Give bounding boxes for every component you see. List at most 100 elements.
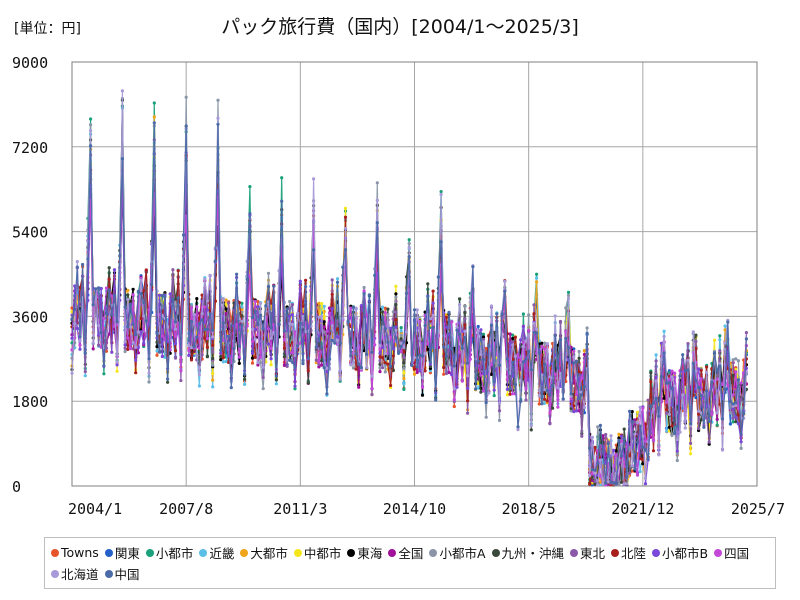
data-point — [386, 313, 390, 317]
data-point — [335, 280, 340, 284]
data-point — [566, 293, 571, 298]
data-point — [505, 357, 509, 361]
data-point — [155, 345, 159, 349]
data-point — [322, 304, 326, 308]
data-point — [288, 322, 292, 326]
data-point — [383, 361, 387, 365]
data-point — [558, 338, 563, 342]
data-point — [123, 343, 127, 347]
x-tick-label: 2007/8 — [159, 500, 213, 518]
data-point — [543, 362, 547, 366]
data-point — [572, 355, 576, 359]
data-point — [240, 305, 244, 309]
data-point — [139, 330, 143, 334]
data-point — [633, 432, 637, 436]
data-point — [484, 400, 488, 405]
data-point — [569, 397, 573, 401]
data-point — [118, 254, 122, 258]
data-point — [70, 306, 74, 310]
data-point — [723, 324, 727, 328]
data-point — [362, 285, 366, 290]
data-point — [588, 474, 592, 478]
data-point — [407, 255, 411, 259]
data-point — [269, 363, 273, 367]
data-point — [200, 318, 204, 322]
data-point — [673, 431, 677, 435]
data-point — [139, 316, 143, 320]
data-point — [489, 323, 494, 327]
data-point — [635, 410, 640, 414]
data-point — [142, 289, 146, 293]
legend-marker-icon — [199, 548, 208, 557]
data-point — [609, 434, 613, 438]
data-point — [643, 482, 648, 486]
data-point — [248, 185, 252, 189]
data-point — [710, 412, 714, 416]
data-point — [694, 339, 698, 344]
data-point — [508, 386, 512, 391]
data-point — [224, 302, 228, 307]
data-point — [134, 358, 138, 362]
data-point — [253, 327, 257, 331]
data-point — [447, 310, 451, 314]
data-point — [734, 367, 738, 372]
data-point — [484, 415, 488, 419]
data-point — [734, 415, 738, 419]
data-point — [97, 286, 101, 290]
data-point — [593, 479, 597, 483]
data-point — [689, 452, 693, 456]
data-point — [277, 322, 281, 326]
data-point — [511, 392, 515, 396]
data-point — [598, 482, 603, 487]
data-point — [731, 358, 735, 362]
data-point — [731, 402, 735, 406]
data-point — [720, 382, 725, 387]
data-point — [519, 358, 523, 362]
y-tick-label: 7200 — [12, 139, 48, 157]
data-point — [574, 409, 579, 413]
data-point — [147, 380, 151, 384]
data-point — [155, 353, 159, 357]
data-point — [203, 277, 207, 281]
data-point — [503, 279, 507, 284]
data-point — [296, 344, 300, 348]
data-point — [296, 311, 300, 315]
data-point — [107, 288, 111, 292]
data-point — [394, 336, 398, 340]
data-point — [373, 343, 377, 347]
data-point — [171, 268, 175, 272]
data-point — [426, 347, 430, 351]
data-point — [107, 315, 111, 319]
data-point — [282, 355, 286, 359]
data-point — [723, 387, 727, 391]
data-point — [370, 350, 374, 354]
data-point — [285, 307, 289, 311]
data-point — [123, 346, 127, 350]
data-point — [718, 362, 722, 366]
data-point — [402, 366, 406, 370]
legend-label: 大都市 — [250, 546, 288, 561]
data-point — [181, 233, 186, 237]
data-point — [381, 310, 385, 314]
data-point — [256, 322, 260, 326]
data-point — [487, 391, 491, 395]
data-point — [524, 339, 528, 343]
data-point — [211, 385, 215, 389]
data-point — [598, 458, 603, 462]
legend-item: 北陸 — [611, 542, 646, 563]
data-point — [383, 352, 387, 356]
data-point — [293, 330, 297, 334]
data-point — [378, 366, 382, 370]
data-point — [497, 363, 502, 367]
data-point — [481, 340, 486, 344]
data-point — [407, 241, 411, 246]
data-point — [481, 389, 486, 393]
data-point — [99, 331, 103, 335]
data-point — [240, 301, 244, 305]
data-point — [365, 366, 369, 370]
data-point — [540, 344, 544, 348]
legend-marker-icon — [347, 548, 356, 557]
data-point — [476, 328, 480, 332]
data-point — [511, 343, 515, 347]
